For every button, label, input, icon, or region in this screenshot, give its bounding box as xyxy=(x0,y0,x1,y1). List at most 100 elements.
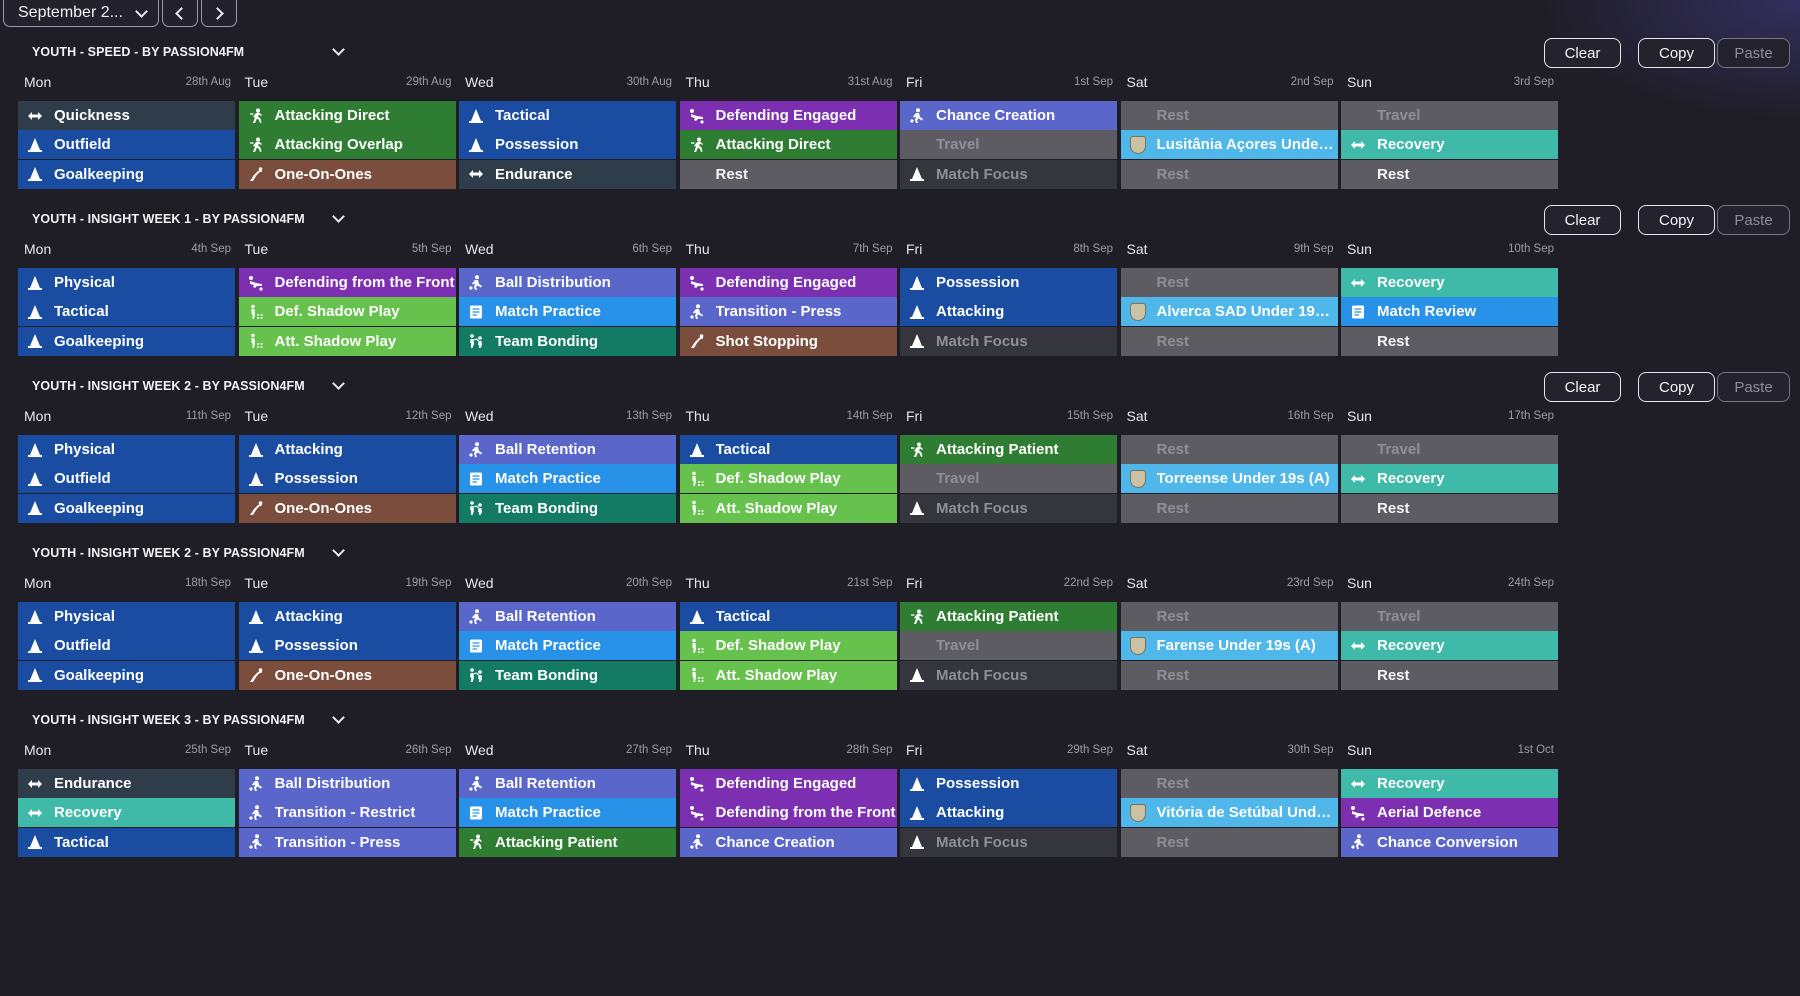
training-session-slot[interactable]: One-On-Ones xyxy=(238,493,456,523)
training-session-slot[interactable]: Rest xyxy=(1120,602,1338,631)
training-session-slot[interactable]: Ball Distribution xyxy=(238,769,456,798)
training-session-slot[interactable]: One-On-Ones xyxy=(238,660,456,690)
training-session-slot[interactable]: Travel xyxy=(900,631,1117,661)
training-session-slot[interactable]: Travel xyxy=(900,130,1117,160)
training-session-slot[interactable]: Rest xyxy=(1120,101,1338,130)
training-session-slot[interactable]: Defending Engaged xyxy=(679,101,897,130)
training-session-slot[interactable]: Possession xyxy=(238,631,456,661)
training-session-slot[interactable]: Endurance xyxy=(18,769,235,798)
training-session-slot[interactable]: Attacking xyxy=(238,602,456,631)
training-session-slot[interactable]: Physical xyxy=(18,435,235,464)
training-session-slot[interactable]: Travel xyxy=(900,464,1117,494)
copy-button[interactable]: Copy xyxy=(1638,372,1715,402)
training-session-slot[interactable]: Attacking Patient xyxy=(459,827,676,857)
training-session-slot[interactable]: Team Bonding xyxy=(459,326,676,356)
training-session-slot[interactable]: Def. Shadow Play xyxy=(679,464,897,494)
training-session-slot[interactable]: Match Focus xyxy=(900,827,1117,857)
training-session-slot[interactable]: Possession xyxy=(900,268,1117,297)
training-session-slot[interactable]: Attacking Overlap xyxy=(238,130,456,160)
clear-button[interactable]: Clear xyxy=(1544,38,1621,68)
training-session-slot[interactable]: Tactical xyxy=(18,297,235,327)
training-session-slot[interactable]: Farense Under 19s (A) xyxy=(1120,631,1338,661)
training-session-slot[interactable]: Tactical xyxy=(459,101,676,130)
training-session-slot[interactable]: Rest xyxy=(1120,435,1338,464)
training-session-slot[interactable]: Chance Conversion xyxy=(1341,827,1558,857)
training-session-slot[interactable]: Rest xyxy=(1120,493,1338,523)
previous-month-button[interactable] xyxy=(162,0,198,27)
training-session-slot[interactable]: Team Bonding xyxy=(459,660,676,690)
paste-button[interactable]: Paste xyxy=(1717,372,1790,402)
training-session-slot[interactable]: Tactical xyxy=(679,602,897,631)
training-session-slot[interactable]: Ball Retention xyxy=(459,769,676,798)
training-session-slot[interactable]: Tactical xyxy=(679,435,897,464)
training-session-slot[interactable]: Lusitânia Açores Under 1... xyxy=(1120,130,1338,160)
training-session-slot[interactable]: Possession xyxy=(459,130,676,160)
training-session-slot[interactable]: Alverca SAD Under 19s (H) xyxy=(1120,297,1338,327)
training-session-slot[interactable]: Defending from the Front xyxy=(679,798,897,828)
training-session-slot[interactable]: Recovery xyxy=(18,798,235,828)
training-session-slot[interactable]: Attacking xyxy=(900,798,1117,828)
training-session-slot[interactable]: Tactical xyxy=(18,827,235,857)
training-session-slot[interactable]: Rest xyxy=(1120,268,1338,297)
training-session-slot[interactable]: Outfield xyxy=(18,631,235,661)
training-session-slot[interactable]: Goalkeeping xyxy=(18,660,235,690)
training-session-slot[interactable]: Attacking Patient xyxy=(900,602,1117,631)
paste-button[interactable]: Paste xyxy=(1717,205,1790,235)
training-session-slot[interactable]: Ball Retention xyxy=(459,435,676,464)
month-dropdown[interactable]: September 2... xyxy=(3,0,159,27)
week-template-selector[interactable]: YOUTH - INSIGHT WEEK 2 - BY PASSION4FM xyxy=(18,372,348,400)
training-session-slot[interactable]: Transition - Press xyxy=(679,297,897,327)
training-session-slot[interactable]: Rest xyxy=(1120,159,1338,189)
training-session-slot[interactable]: Ball Distribution xyxy=(459,268,676,297)
training-session-slot[interactable]: Goalkeeping xyxy=(18,159,235,189)
training-session-slot[interactable]: Recovery xyxy=(1341,268,1558,297)
copy-button[interactable]: Copy xyxy=(1638,38,1715,68)
training-session-slot[interactable]: Outfield xyxy=(18,130,235,160)
training-session-slot[interactable]: Attacking Direct xyxy=(238,101,456,130)
training-session-slot[interactable]: Recovery xyxy=(1341,631,1558,661)
paste-button[interactable]: Paste xyxy=(1717,38,1790,68)
week-template-dropdown[interactable] xyxy=(332,208,345,226)
training-session-slot[interactable]: Possession xyxy=(238,464,456,494)
training-session-slot[interactable]: Match Practice xyxy=(459,631,676,661)
week-template-selector[interactable]: YOUTH - INSIGHT WEEK 3 - BY PASSION4FM xyxy=(18,706,348,734)
training-session-slot[interactable]: Attacking Direct xyxy=(679,130,897,160)
training-session-slot[interactable]: Rest xyxy=(1341,660,1558,690)
training-session-slot[interactable]: Match Focus xyxy=(900,660,1117,690)
training-session-slot[interactable]: Goalkeeping xyxy=(18,326,235,356)
training-session-slot[interactable]: Att. Shadow Play xyxy=(679,493,897,523)
training-session-slot[interactable]: Transition - Restrict xyxy=(238,798,456,828)
training-session-slot[interactable]: Defending Engaged xyxy=(679,268,897,297)
training-session-slot[interactable]: Match Review xyxy=(1341,297,1558,327)
training-session-slot[interactable]: Travel xyxy=(1341,435,1558,464)
training-session-slot[interactable]: Match Focus xyxy=(900,159,1117,189)
training-session-slot[interactable]: Rest xyxy=(1120,769,1338,798)
training-session-slot[interactable]: Team Bonding xyxy=(459,493,676,523)
training-session-slot[interactable]: Transition - Press xyxy=(238,827,456,857)
training-session-slot[interactable]: Endurance xyxy=(459,159,676,189)
training-session-slot[interactable]: Attacking xyxy=(900,297,1117,327)
next-month-button[interactable] xyxy=(201,0,237,27)
training-session-slot[interactable]: Physical xyxy=(18,268,235,297)
training-session-slot[interactable]: Attacking xyxy=(238,435,456,464)
training-session-slot[interactable]: Physical xyxy=(18,602,235,631)
training-session-slot[interactable]: Rest xyxy=(1120,326,1338,356)
training-session-slot[interactable]: Chance Creation xyxy=(900,101,1117,130)
training-session-slot[interactable]: Recovery xyxy=(1341,130,1558,160)
training-session-slot[interactable]: Match Practice xyxy=(459,798,676,828)
week-template-selector[interactable]: YOUTH - INSIGHT WEEK 1 - BY PASSION4FM xyxy=(18,205,348,233)
training-session-slot[interactable]: Possession xyxy=(900,769,1117,798)
training-session-slot[interactable]: Attacking Patient xyxy=(900,435,1117,464)
training-session-slot[interactable]: Rest xyxy=(1341,493,1558,523)
training-session-slot[interactable]: Recovery xyxy=(1341,769,1558,798)
training-session-slot[interactable]: Travel xyxy=(1341,602,1558,631)
training-session-slot[interactable]: Rest xyxy=(1341,159,1558,189)
training-session-slot[interactable]: Rest xyxy=(679,159,897,189)
copy-button[interactable]: Copy xyxy=(1638,205,1715,235)
training-session-slot[interactable]: Rest xyxy=(1341,326,1558,356)
week-template-selector[interactable]: YOUTH - INSIGHT WEEK 2 - BY PASSION4FM xyxy=(18,539,348,567)
training-session-slot[interactable]: Outfield xyxy=(18,464,235,494)
training-session-slot[interactable]: Chance Creation xyxy=(679,827,897,857)
week-template-selector[interactable]: YOUTH - SPEED - BY PASSION4FM xyxy=(18,38,348,66)
week-template-dropdown[interactable] xyxy=(332,41,345,59)
